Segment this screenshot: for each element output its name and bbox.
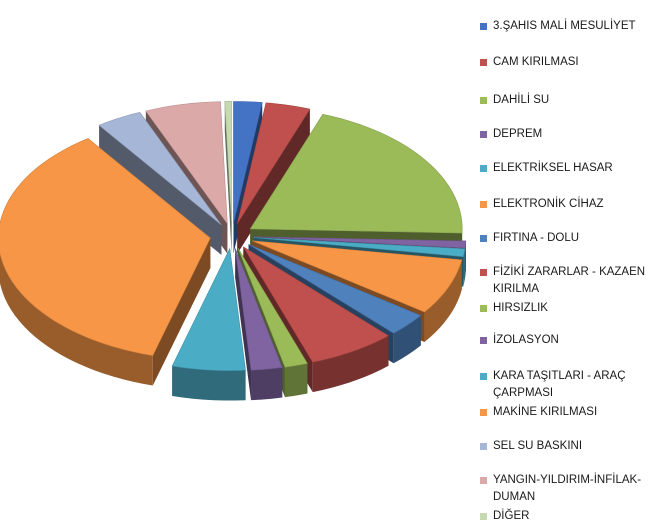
legend-item: FIRTINA - DOLU — [480, 230, 648, 247]
pie-slice-top — [0, 138, 211, 357]
legend-item: KARA TAŞITLARI - ARAÇ ÇARPMASI — [480, 368, 648, 402]
legend-swatch — [480, 337, 487, 344]
legend-swatch — [480, 305, 487, 312]
legend-item: DEPREM — [480, 126, 648, 143]
legend-label: YANGIN-YILDIRIM-İNFİLAK-DUMAN — [493, 474, 642, 503]
pie-slice-side — [251, 367, 283, 401]
pie-slice-side — [393, 315, 421, 364]
pie-slice-side — [0, 253, 153, 386]
pie-slice — [0, 138, 211, 386]
legend-label: MAKİNE KIRILMASI — [493, 406, 598, 418]
legend-swatch — [480, 235, 487, 242]
legend-item: ELEKTRONİK CİHAZ — [480, 196, 648, 213]
legend-label: FİZİKİ ZARARLAR - KAZAEN KIRILMA — [493, 266, 646, 295]
legend-item: SEL SU BASKINI — [480, 438, 648, 455]
pie-slice — [171, 247, 246, 401]
pie-slice-wall — [235, 248, 252, 401]
legend-label: ELEKTRONİK CİHAZ — [493, 198, 604, 210]
pie-slice-top — [234, 248, 283, 371]
legend-label: FIRTINA - DOLU — [493, 232, 580, 244]
legend-swatch — [480, 59, 487, 66]
pie-slice-side — [172, 366, 246, 401]
legend-label: ELEKTRİKSEL HASAR — [493, 162, 613, 174]
legend-item: İZOLASYON — [480, 332, 648, 349]
pie-slice — [236, 102, 311, 254]
legend-swatch — [480, 443, 487, 450]
legend-swatch — [480, 409, 487, 416]
pie-slice-top — [171, 247, 246, 371]
pie-slice-top — [145, 101, 228, 225]
legend-label: 3.ŞAHIS MALİ MESULİYET — [493, 20, 636, 32]
pie-slice-top — [253, 236, 467, 249]
legend-item: YANGIN-YILDIRIM-İNFİLAK-DUMAN — [480, 472, 648, 506]
pie-slice-side — [463, 248, 465, 287]
legend-swatch — [480, 269, 487, 276]
pie-slice-top — [98, 111, 222, 226]
pie-slice-top — [252, 240, 463, 313]
legend-item: DİĞER — [480, 508, 648, 525]
pie-slice-side — [465, 240, 466, 279]
pie-slice-top — [249, 113, 463, 234]
legend-item: ELEKTRİKSEL HASAR — [480, 160, 648, 177]
legend-item: HIRSIZLIK — [480, 300, 648, 317]
legend-label: DEPREM — [493, 128, 543, 140]
legend-label: HIRSIZLIK — [493, 302, 548, 314]
legend-item: CAM KIRILMASI — [480, 54, 648, 71]
legend-item: DAHİLİ SU — [480, 92, 648, 109]
legend-item: FİZİKİ ZARARLAR - KAZAEN KIRILMA — [480, 264, 648, 298]
pie-slice-top — [224, 100, 232, 224]
legend-swatch — [480, 97, 487, 104]
pie-slice-wall — [152, 238, 211, 386]
legend-label: CAM KIRILMASI — [493, 56, 579, 68]
pie-chart — [0, 100, 467, 401]
pie-slice — [234, 248, 283, 401]
pie-slice-side — [424, 259, 462, 342]
legend-item: 3.ŞAHIS MALİ MESULİYET — [480, 18, 648, 35]
legend-label: DAHİLİ SU — [493, 94, 550, 106]
legend-swatch — [480, 23, 487, 30]
pie-slice-top — [233, 100, 263, 224]
legend-swatch — [480, 513, 487, 520]
legend-swatch — [480, 131, 487, 138]
legend-label: İZOLASYON — [493, 334, 559, 346]
pie-slice — [224, 100, 232, 254]
pie-slice-top — [248, 244, 421, 334]
pie-slice-side — [284, 363, 308, 398]
legend-swatch — [480, 373, 487, 380]
legend-swatch — [480, 165, 487, 172]
pie-slice-top — [253, 237, 466, 257]
pie-slice-wall — [237, 109, 310, 254]
pie-slice-wall — [224, 101, 232, 254]
legend-swatch — [480, 477, 487, 484]
pie-slice-top — [243, 246, 389, 363]
legend-label: SEL SU BASKINI — [493, 440, 583, 452]
legend-swatch — [480, 201, 487, 208]
pie-slice-side — [312, 335, 389, 393]
legend-label: DİĞER — [493, 510, 530, 522]
legend-item: MAKİNE KIRILMASI — [480, 404, 648, 421]
legend-label: KARA TAŞITLARI - ARAÇ ÇARPMASI — [493, 370, 626, 399]
pie-slice-top — [236, 102, 311, 224]
